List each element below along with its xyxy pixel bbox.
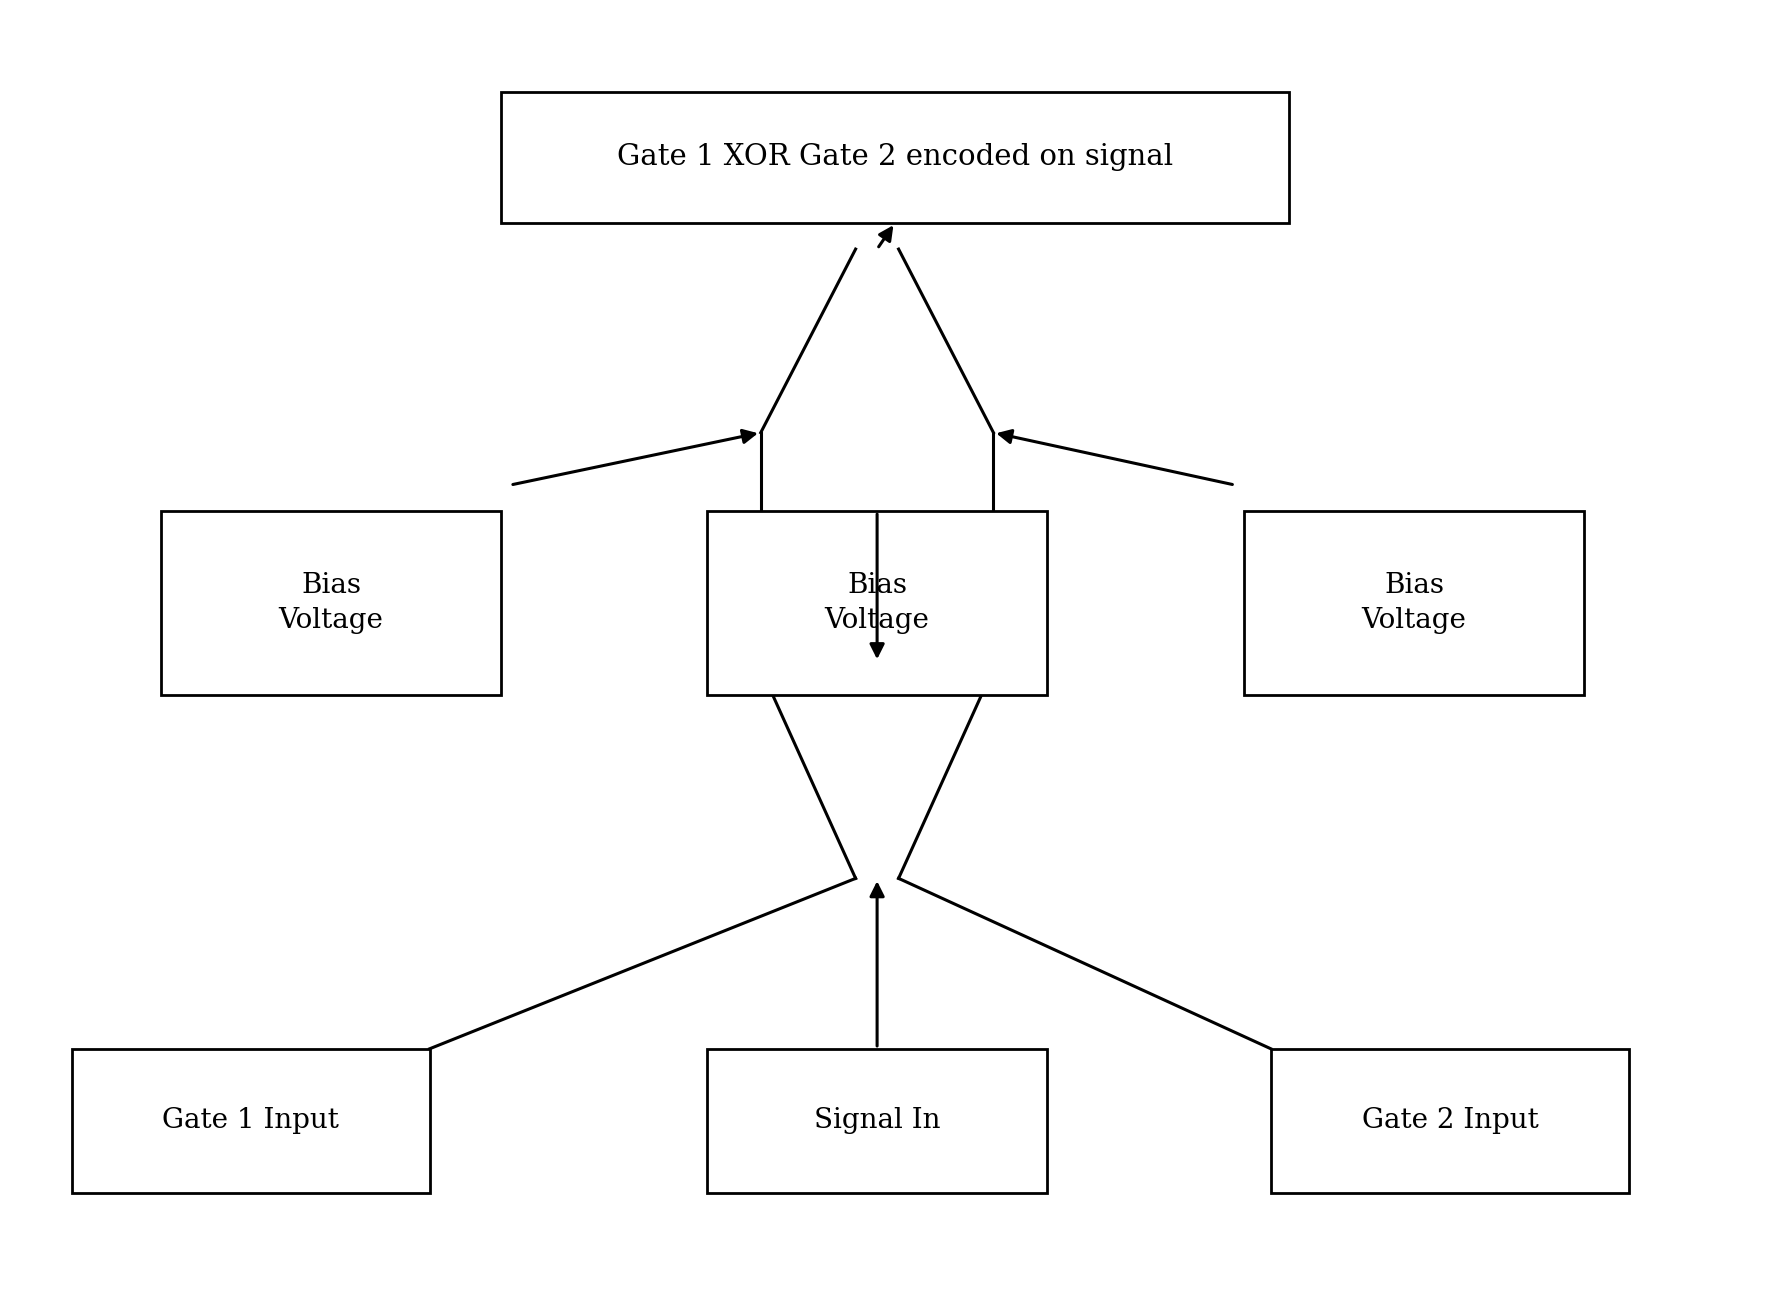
FancyBboxPatch shape [72, 1049, 429, 1193]
FancyBboxPatch shape [1243, 511, 1583, 695]
FancyBboxPatch shape [501, 92, 1288, 223]
FancyBboxPatch shape [1270, 1049, 1628, 1193]
FancyBboxPatch shape [707, 511, 1047, 695]
Text: Bias
Voltage: Bias Voltage [279, 572, 383, 635]
FancyBboxPatch shape [707, 1049, 1047, 1193]
Text: Signal In: Signal In [814, 1108, 939, 1134]
Text: Gate 1 Input: Gate 1 Input [163, 1108, 338, 1134]
Text: Gate 2 Input: Gate 2 Input [1361, 1108, 1537, 1134]
FancyBboxPatch shape [161, 511, 501, 695]
Text: Bias
Voltage: Bias Voltage [1361, 572, 1465, 635]
Text: Bias
Voltage: Bias Voltage [825, 572, 928, 635]
Text: Gate 1 XOR Gate 2 encoded on signal: Gate 1 XOR Gate 2 encoded on signal [617, 143, 1172, 172]
